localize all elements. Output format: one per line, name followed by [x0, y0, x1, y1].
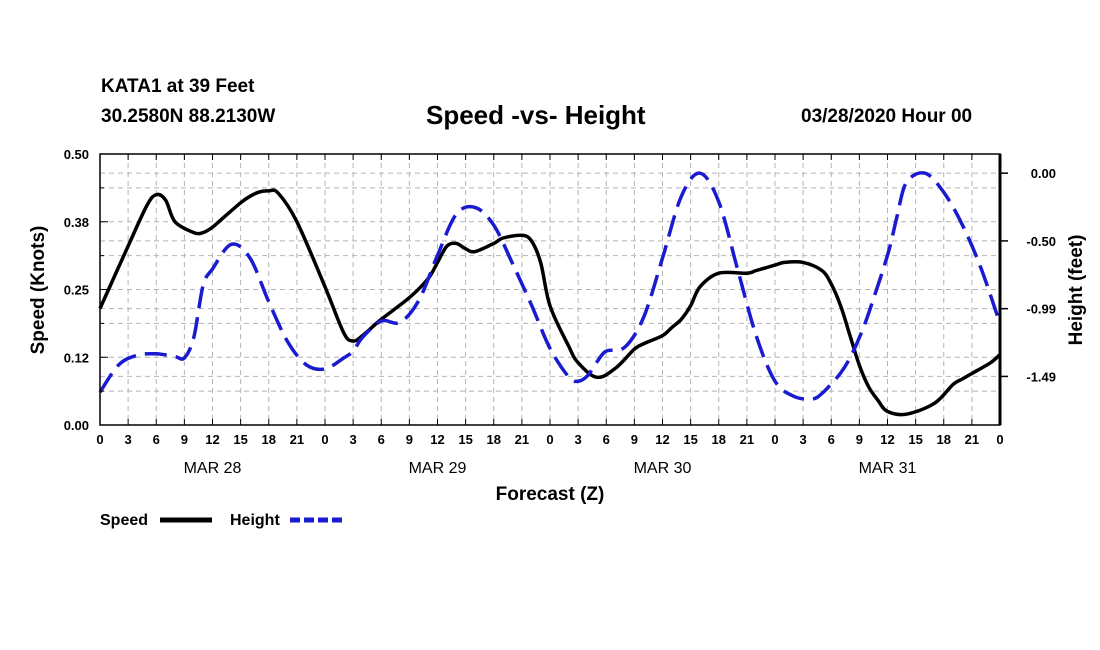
chart-title: Speed -vs- Height [426, 100, 646, 130]
x-tick-label: 12 [430, 432, 444, 447]
right-tick-label: -0.99 [1026, 302, 1056, 317]
x-tick-label: 6 [378, 432, 385, 447]
left-tick-label: 0.25 [64, 283, 89, 298]
x-tick-label: 0 [546, 432, 553, 447]
station-label: KATA1 at 39 Feet [101, 76, 255, 97]
right-tick-label: -1.49 [1026, 369, 1056, 384]
x-tick-label: 15 [908, 432, 922, 447]
x-tick-label: 6 [153, 432, 160, 447]
x-tick-label: 0 [96, 432, 103, 447]
left-axis-title: Speed (Knots) [28, 226, 49, 355]
left-tick-label: 0.12 [64, 350, 89, 365]
left-tick-label: 0.50 [64, 147, 89, 162]
x-tick-label: 0 [996, 432, 1003, 447]
grid [100, 154, 1000, 425]
x-tick-label: 18 [262, 432, 276, 447]
right-axis-title: Height (feet) [1066, 235, 1087, 346]
height-series-line [98, 171, 1002, 401]
x-tick-label: 21 [515, 432, 529, 447]
x-tick-label: 9 [181, 432, 188, 447]
x-tick-label: 3 [800, 432, 807, 447]
x-tick-label: 3 [575, 432, 582, 447]
x-tick-label: 3 [125, 432, 132, 447]
x-date-label: MAR 31 [859, 460, 917, 477]
x-tick-label: 3 [350, 432, 357, 447]
x-tick-label: 18 [487, 432, 501, 447]
right-tick-label: -0.50 [1026, 234, 1056, 249]
x-tick-label: 15 [458, 432, 472, 447]
axes: 0 3 6 9 12 15 18 21 0 3 6 9 12 15 18 21 0 3 6 9 12 15 18 21 0 3 6 9… [64, 147, 1056, 477]
legend-height-label: Height [230, 512, 280, 529]
right-tick-label: 0.00 [1031, 166, 1056, 181]
x-tick-label: 12 [655, 432, 669, 447]
x-tick-label: 18 [712, 432, 726, 447]
x-tick-label: 12 [880, 432, 894, 447]
x-date-label: MAR 28 [184, 460, 242, 477]
x-axis-title: Forecast (Z) [496, 484, 605, 505]
coordinates-label: 30.2580N 88.2130W [101, 106, 276, 127]
x-date-label: MAR 30 [634, 460, 692, 477]
x-tick-label: 21 [965, 432, 979, 447]
forecast-datetime: 03/28/2020 Hour 00 [801, 106, 973, 127]
left-tick-label: 0.00 [64, 418, 89, 433]
legend: Speed Height [100, 512, 342, 529]
x-tick-label: 6 [828, 432, 835, 447]
x-tick-label: 9 [631, 432, 638, 447]
x-tick-label: 9 [406, 432, 413, 447]
x-tick-label: 21 [740, 432, 754, 447]
legend-speed-label: Speed [100, 512, 148, 529]
x-tick-label: 15 [683, 432, 697, 447]
x-tick-label: 6 [603, 432, 610, 447]
x-tick-label: 15 [233, 432, 247, 447]
x-tick-label: 0 [771, 432, 778, 447]
x-tick-label: 12 [205, 432, 219, 447]
series-layer [98, 171, 1002, 417]
x-date-label: MAR 29 [409, 460, 467, 477]
x-tick-label: 21 [290, 432, 304, 447]
left-tick-label: 0.38 [64, 215, 89, 230]
x-tick-label: 18 [937, 432, 951, 447]
x-tick-label: 9 [856, 432, 863, 447]
speed-series-line [98, 188, 1002, 417]
x-tick-label: 0 [321, 432, 328, 447]
